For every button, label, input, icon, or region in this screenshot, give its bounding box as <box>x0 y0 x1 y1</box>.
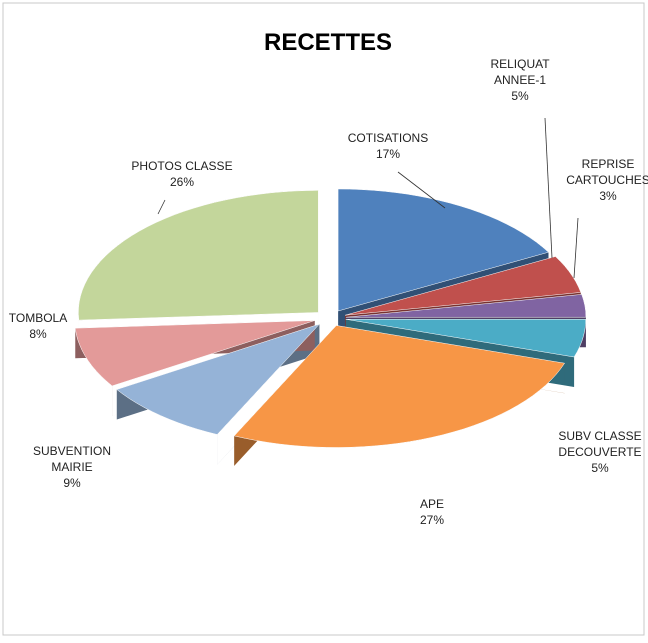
chart-title: RECETTES <box>264 29 392 56</box>
slice-label: APE <box>420 497 444 511</box>
slice-label-line: COTISATIONS <box>348 131 428 145</box>
slice <box>116 323 321 435</box>
slice-label-line: RELIQUAT <box>490 57 550 71</box>
leader-line <box>157 199 166 215</box>
slice-label: COTISATIONS <box>348 131 428 145</box>
slice-label-line: SUBV CLASSE <box>558 429 641 443</box>
slice-value-label: 9% <box>63 476 81 490</box>
leader-line <box>397 171 446 209</box>
slice-value-label: 27% <box>420 513 444 527</box>
slice-label: SUBVENTION MAIRIE <box>33 444 111 474</box>
slice-value-label: 26% <box>170 175 194 189</box>
slice-label: PHOTOS CLASSE <box>131 159 232 173</box>
slice-label-line: APE <box>420 497 444 511</box>
slice-label-line: TOMBOLA <box>9 311 67 325</box>
slice-label-line: MAIRIE <box>51 460 92 474</box>
slice <box>344 256 582 316</box>
leader-line <box>573 217 579 279</box>
slice-label: SUBV CLASSE DECOUVERTE <box>558 429 641 459</box>
slice-label-line: PHOTOS CLASSE <box>131 159 232 173</box>
leader-line <box>544 117 553 259</box>
slice-value-label: 3% <box>599 189 617 203</box>
slice-value-label: 5% <box>591 461 609 475</box>
slice-label-line: REPRISE <box>582 157 635 171</box>
slice <box>75 320 315 387</box>
slice <box>337 188 550 312</box>
slice-label-line: SUBVENTION <box>33 444 111 458</box>
slice-value-label: 8% <box>29 327 47 341</box>
slice <box>233 325 566 448</box>
slice-label: TOMBOLA <box>9 311 67 325</box>
slice <box>345 319 587 358</box>
slice-label: REPRISE CARTOUCHES <box>566 157 648 187</box>
slice-label-line: CARTOUCHES <box>566 173 648 187</box>
slice-value-label: 5% <box>511 89 529 103</box>
slice-label: RELIQUAT ANNEE-1 <box>490 57 550 87</box>
slice <box>345 294 587 318</box>
slice-label-line: ANNEE-1 <box>494 73 546 87</box>
slice-label-line: DECOUVERTE <box>558 445 641 459</box>
slice <box>78 190 319 321</box>
slice-value-label: 17% <box>376 147 400 161</box>
